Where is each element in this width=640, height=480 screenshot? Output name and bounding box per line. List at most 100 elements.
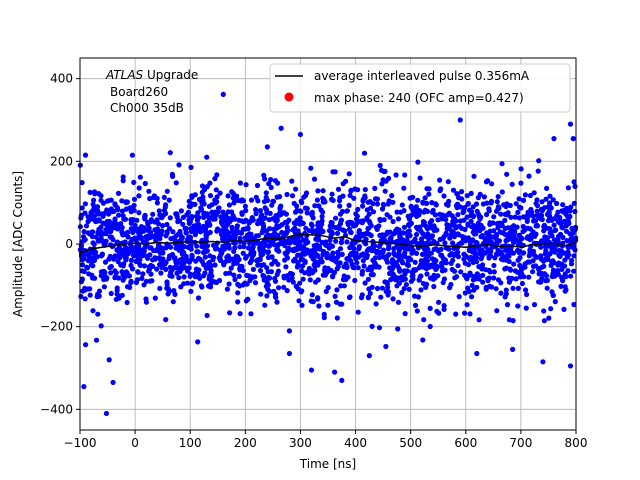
- scatter-point: [205, 260, 212, 266]
- scatter-point: [227, 235, 233, 242]
- scatter-point: [341, 264, 347, 270]
- scatter-point: [140, 249, 146, 255]
- scatter-point: [473, 255, 479, 261]
- scatter-point: [539, 199, 545, 205]
- scatter-point: [292, 239, 298, 246]
- scatter-point: [241, 244, 247, 250]
- scatter-point: [515, 209, 521, 215]
- scatter-point: [500, 255, 506, 261]
- scatter-point: [364, 252, 370, 259]
- scatter-point: [552, 299, 558, 305]
- scatter-point: [315, 259, 321, 265]
- scatter-point: [79, 180, 85, 186]
- scatter-point: [507, 230, 513, 236]
- scatter-point: [254, 182, 261, 189]
- scatter-point: [502, 247, 509, 253]
- scatter-point: [320, 272, 326, 278]
- scatter-point: [337, 203, 343, 209]
- scatter-point: [348, 250, 355, 256]
- scatter-point: [298, 208, 304, 214]
- scatter-point: [433, 266, 439, 272]
- scatter-point: [399, 202, 405, 208]
- scatter-point: [545, 235, 551, 241]
- scatter-point: [475, 195, 481, 201]
- scatter-point: [406, 222, 412, 228]
- scatter-point: [167, 264, 173, 270]
- scatter-point: [85, 218, 91, 225]
- scatter-point: [207, 229, 213, 235]
- y-tick-label: 200: [50, 154, 73, 168]
- scatter-point: [141, 263, 148, 269]
- scatter-point: [243, 253, 250, 260]
- scatter-point: [326, 228, 333, 234]
- scatter-point: [396, 266, 402, 272]
- scatter-point: [488, 200, 494, 206]
- scatter-point: [89, 272, 95, 278]
- scatter-point: [399, 290, 405, 296]
- scatter-point: [271, 288, 277, 294]
- scatter-point: [507, 202, 513, 209]
- scatter-point: [432, 212, 438, 218]
- scatter-point: [403, 282, 409, 288]
- scatter-point: [546, 210, 552, 216]
- scatter-point: [178, 284, 184, 290]
- scatter-point: [396, 251, 402, 257]
- scatter-point: [319, 221, 325, 227]
- scatter-point: [431, 283, 437, 290]
- scatter-outlier-point: [278, 125, 284, 131]
- scatter-point: [226, 215, 232, 221]
- scatter-point: [450, 229, 456, 235]
- scatter-point: [539, 275, 545, 281]
- scatter-point: [253, 211, 259, 217]
- x-tick-label: −100: [64, 436, 97, 450]
- scatter-point: [402, 253, 408, 260]
- y-tick-label: 0: [65, 237, 73, 251]
- scatter-point: [491, 269, 497, 275]
- scatter-point: [563, 228, 570, 234]
- scatter-point: [414, 308, 420, 314]
- scatter-point: [213, 245, 219, 251]
- scatter-point: [526, 173, 532, 179]
- scatter-point: [563, 274, 569, 280]
- scatter-point: [467, 311, 473, 317]
- scatter-point: [255, 198, 261, 204]
- scatter-point: [312, 203, 318, 209]
- scatter-point: [437, 188, 443, 194]
- scatter-point: [544, 255, 551, 261]
- scatter-point: [90, 229, 96, 235]
- scatter-point: [325, 302, 331, 308]
- scatter-point: [308, 165, 314, 171]
- scatter-point: [571, 179, 577, 185]
- scatter-point: [195, 339, 201, 345]
- scatter-point: [348, 229, 354, 236]
- scatter-point: [237, 244, 243, 250]
- scatter-point: [87, 189, 93, 195]
- scatter-point: [422, 233, 428, 239]
- scatter-point: [448, 281, 454, 288]
- scatter-point: [217, 190, 223, 196]
- scatter-point: [263, 207, 270, 213]
- scatter-point: [168, 244, 174, 250]
- scatter-point: [365, 294, 371, 300]
- scatter-point: [374, 285, 381, 292]
- scatter-point: [115, 275, 122, 281]
- scatter-point: [426, 191, 432, 197]
- scatter-point: [181, 274, 187, 280]
- scatter-point: [471, 173, 477, 179]
- scatter-point: [485, 178, 491, 184]
- annotation-board: Board260: [110, 85, 168, 99]
- scatter-point: [142, 180, 148, 187]
- scatter-point: [189, 252, 195, 258]
- scatter-point: [153, 247, 159, 254]
- scatter-outlier-point: [103, 410, 110, 417]
- scatter-point: [222, 218, 228, 224]
- scatter-point: [332, 293, 338, 299]
- scatter-point: [313, 227, 319, 234]
- scatter-point: [129, 152, 135, 158]
- scatter-point: [324, 255, 330, 261]
- scatter-point: [534, 254, 540, 260]
- scatter-outlier-point: [570, 136, 576, 142]
- scatter-point: [424, 208, 431, 214]
- scatter-point: [329, 220, 335, 226]
- scatter-point: [562, 288, 568, 294]
